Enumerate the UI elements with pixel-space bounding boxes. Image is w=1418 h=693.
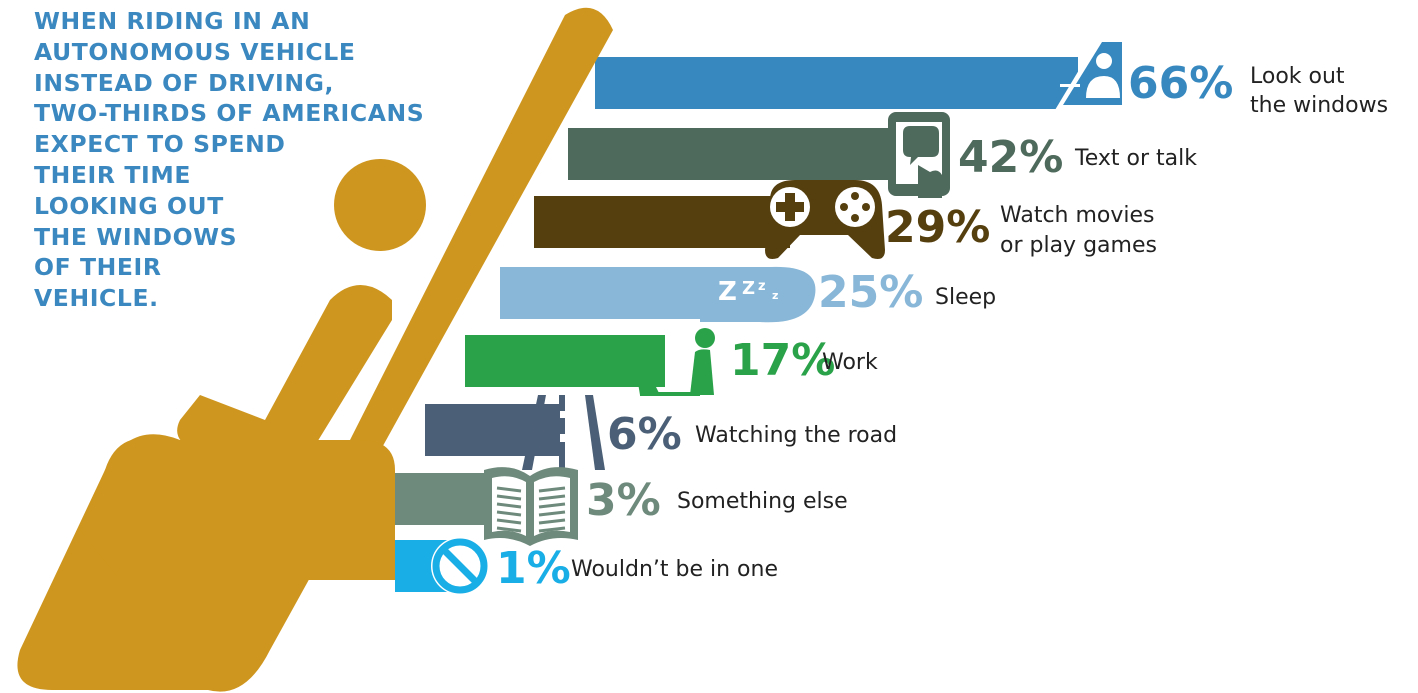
category-label: Watch movies	[1000, 203, 1155, 228]
road-lanes-icon	[522, 395, 605, 470]
car-window-icon	[1055, 35, 1128, 110]
bar-2	[568, 128, 910, 180]
category-label: Work	[822, 350, 878, 375]
category-label: or play games	[1000, 233, 1157, 258]
headline-line: THE WINDOWS	[34, 222, 238, 251]
svg-text:z: z	[772, 289, 778, 302]
category-label: Something else	[677, 489, 848, 514]
category-label: Look out	[1250, 64, 1345, 89]
passenger-head	[334, 159, 426, 251]
laptop-worker-icon	[630, 328, 715, 396]
headline-line: INSTEAD OF DRIVING,	[34, 68, 335, 97]
bar-3	[534, 196, 790, 248]
bar-4	[500, 267, 730, 319]
value-label: 29%	[885, 202, 990, 253]
value-label: 42%	[958, 132, 1063, 183]
headline-line: VEHICLE.	[34, 284, 159, 313]
no-sign-icon	[431, 537, 489, 595]
value-label: 1%	[496, 543, 571, 594]
value-label: 66%	[1128, 58, 1233, 109]
headline-line: EXPECT TO SPEND	[34, 130, 286, 159]
category-label: Wouldn’t be in one	[571, 557, 778, 582]
bar-labels: 66% Look out the windows 42% Text or talk 29%…	[496, 58, 1388, 594]
headline-line: TWO-THIRDS OF AMERICANS	[34, 99, 425, 128]
svg-text:Z: Z	[718, 277, 737, 307]
headline: WHEN RIDING IN AN AUTONOMOUS VEHICLE INS…	[34, 6, 554, 314]
svg-text:z: z	[758, 279, 766, 294]
value-label: 17%	[730, 335, 835, 386]
value-label: 3%	[586, 475, 661, 526]
category-label: Watching the road	[695, 423, 897, 448]
headline-line: OF THEIR	[34, 253, 162, 282]
headline-line: LOOKING OUT	[34, 191, 224, 220]
svg-text:Z: Z	[742, 278, 755, 299]
game-controller-icon	[765, 180, 885, 259]
headline-line: WHEN RIDING IN AN	[34, 7, 311, 35]
passenger-torso	[177, 285, 392, 484]
open-book-icon	[484, 467, 578, 546]
value-label: 6%	[607, 409, 682, 460]
category-label: Sleep	[935, 285, 996, 310]
value-label: 25%	[818, 267, 923, 318]
bar-1	[595, 57, 1078, 109]
category-label: Text or talk	[1074, 146, 1197, 171]
category-label: the windows	[1250, 93, 1388, 118]
headline-line: AUTONOMOUS VEHICLE	[34, 37, 356, 66]
passenger-legs	[80, 438, 395, 580]
seated-passenger-icon	[17, 7, 613, 692]
phone-chat-icon	[888, 112, 950, 198]
headline-line: THEIR TIME	[34, 160, 191, 189]
